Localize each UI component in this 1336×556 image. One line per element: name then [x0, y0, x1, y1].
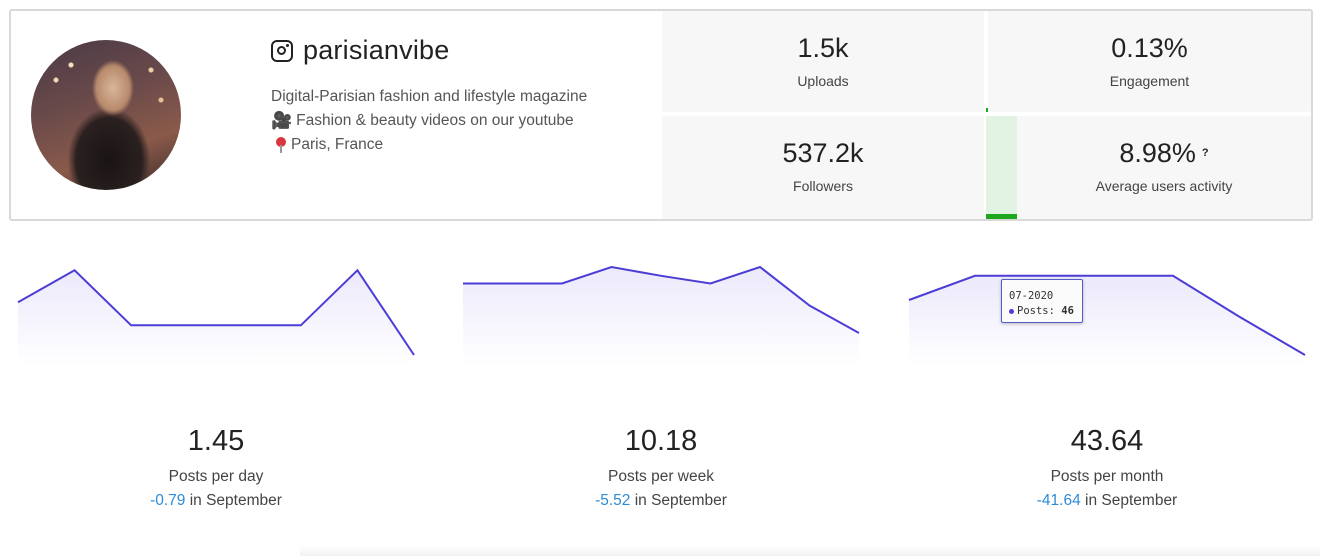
bio-line: Digital-Parisian fashion and lifestyle m… — [271, 85, 587, 109]
metric-value: 10.18 — [624, 425, 698, 457]
stat-value: 8.98%? — [1017, 138, 1311, 169]
bio-text: Digital-Parisian fashion and lifestyle m… — [271, 88, 588, 105]
metric-delta: -0.79 — [150, 492, 186, 509]
stat-activity: 8.98%? Average users activity — [1017, 116, 1311, 219]
stat-value: 1.5k — [797, 33, 849, 63]
metric-posts-per-month: 43.64 Posts per month -41.64 in Septembe… — [909, 425, 1305, 510]
bio-line: 🎥 Fashion & beauty videos on our youtube — [271, 109, 587, 133]
posts-per-day-chart-svg — [17, 268, 415, 366]
metric-period: in September — [189, 492, 282, 509]
tooltip-count: 46 — [1061, 305, 1074, 317]
profile-handle[interactable]: parisianvibe — [303, 35, 450, 65]
metric-period: in September — [634, 492, 727, 509]
metric-change: -0.79 in September — [18, 492, 414, 510]
metric-posts-per-day: 1.45 Posts per day -0.79 in September — [18, 425, 414, 510]
chart-line — [17, 268, 415, 356]
stat-label: Uploads — [797, 73, 849, 89]
video-camera-icon: 🎥 — [271, 111, 293, 130]
tooltip-row: Posts: 46 — [1009, 304, 1082, 319]
stat-value: 0.13% — [1111, 33, 1188, 63]
chart-area — [463, 267, 859, 366]
activity-indicator-tick — [986, 108, 988, 112]
tooltip-date: 07-2020 — [1009, 290, 1054, 302]
bio-text: Fashion & beauty videos on our youtube — [296, 112, 574, 129]
metric-label: Posts per day — [168, 468, 264, 485]
stat-engagement: 0.13% Engagement — [988, 11, 1311, 112]
series-dot-icon — [1009, 308, 1014, 314]
metric-posts-per-week: 10.18 Posts per week -5.52 in September — [463, 425, 859, 510]
metric-value: 43.64 — [1070, 425, 1144, 457]
help-icon[interactable]: ? — [1201, 146, 1209, 159]
posts-per-day-chart[interactable] — [17, 246, 415, 376]
chart-line — [908, 274, 1306, 356]
instagram-icon — [271, 39, 293, 62]
posts-per-week-chart[interactable] — [463, 246, 860, 376]
tooltip-series: Posts: — [1017, 305, 1055, 317]
metric-value: 1.45 — [187, 425, 245, 457]
metric-label: Posts per month — [1050, 468, 1164, 485]
activity-level-bar — [986, 116, 1017, 219]
stat-label: Engagement — [1109, 73, 1190, 89]
activity-level-bar-fill — [986, 214, 1017, 219]
profile-bio: Digital-Parisian fashion and lifestyle m… — [271, 85, 587, 157]
profile-handle-row: parisianvibe — [271, 35, 449, 66]
posts-per-month-chart-svg — [908, 274, 1306, 366]
chart-line — [463, 265, 860, 334]
avatar[interactable] — [31, 40, 181, 190]
stat-uploads: 1.5k Uploads — [662, 11, 984, 112]
posts-per-month-chart[interactable] — [908, 246, 1306, 376]
bio-line: Paris, France — [271, 133, 587, 157]
metric-change: -41.64 in September — [909, 492, 1305, 510]
stat-value: 537.2k — [782, 138, 864, 168]
activity-value: 8.98% — [1119, 138, 1196, 168]
chart-tooltip: 07-2020 Posts: 46 — [1001, 279, 1083, 323]
metric-delta: -41.64 — [1036, 492, 1081, 509]
metric-delta: -5.52 — [595, 492, 631, 509]
stat-followers: 537.2k Followers — [662, 116, 984, 219]
metric-change: -5.52 in September — [463, 492, 859, 510]
stat-label: Average users activity — [1095, 178, 1233, 194]
stat-label: Followers — [793, 178, 853, 194]
bottom-shadow — [300, 545, 1320, 556]
bio-location: Paris, France — [291, 136, 384, 153]
posts-per-week-chart-svg — [463, 265, 860, 366]
metric-period: in September — [1085, 492, 1178, 509]
location-pin-icon — [275, 137, 287, 153]
metric-label: Posts per week — [608, 468, 714, 485]
chart-area — [18, 270, 414, 366]
